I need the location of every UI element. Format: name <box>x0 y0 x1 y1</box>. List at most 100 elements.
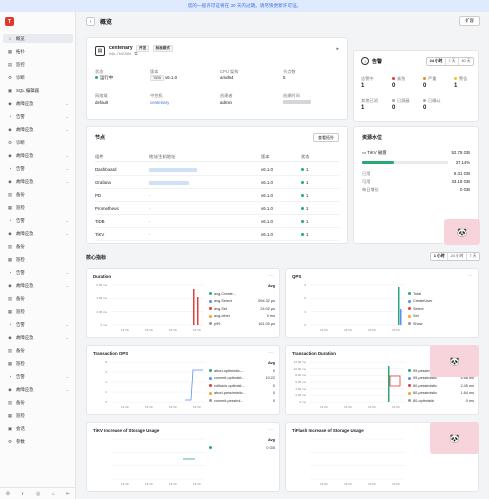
sidebar-item-label: 故障应急 <box>16 230 34 236</box>
range-1h[interactable]: 1 小时 <box>431 253 449 260</box>
legend-item[interactable]: abort-optimistic-... 0 <box>209 367 275 375</box>
range-7d[interactable]: 7 天 <box>469 254 477 258</box>
field-control-machine[interactable]: centenary <box>150 100 170 105</box>
x-tick-label: 16:30 <box>169 405 177 409</box>
legend-swatch <box>408 292 411 296</box>
sidebar-item[interactable]: ▦ 巡检 <box>3 203 73 212</box>
legend-item[interactable]: CreateUser <box>408 298 474 306</box>
copy-icon[interactable]: ⧉ <box>134 52 138 56</box>
sidebar-item[interactable]: ▤ 监控 <box>3 60 73 69</box>
range-24h[interactable]: 24 小时 <box>427 58 446 65</box>
chevron-down-icon: ⌄ <box>65 283 69 288</box>
nav-icon: ▥ <box>7 295 13 301</box>
more-icon[interactable]: ▸ <box>336 46 339 52</box>
more-options-icon[interactable]: ⋯ <box>268 273 273 279</box>
chevron-down-icon: ⌄ <box>65 231 69 236</box>
field-network: default <box>95 100 109 105</box>
sidebar-item[interactable]: ◔ 告警 ⌄ <box>3 112 73 121</box>
panel-title: TiFlash Increase of Storage Usage <box>292 428 364 433</box>
range-7d[interactable]: 7 天 <box>446 58 459 65</box>
sidebar-item[interactable]: ◔ 告警 ⌄ <box>3 164 73 173</box>
sidebar-item[interactable]: ▥ 备份 <box>3 398 73 407</box>
sidebar-item[interactable]: ⌂ 概览 <box>3 34 73 43</box>
sidebar-item[interactable]: ▣ 会话 <box>3 424 73 433</box>
sidebar-item[interactable]: ▣ SQL 编辑器 <box>3 86 73 95</box>
series-marks <box>183 458 195 460</box>
sidebar-item-label: 告警 <box>16 165 25 171</box>
y-tick-label: 3 <box>304 309 306 314</box>
footer-icon[interactable]: ◎ <box>35 490 41 497</box>
sidebar-item[interactable]: ▦ 拓扑 <box>3 47 73 56</box>
legend-item[interactable]: avg-Select 594.32 μs <box>209 298 275 306</box>
footer-icon[interactable]: ⚙ <box>5 490 11 497</box>
chevron-down-icon: ⌄ <box>65 374 69 379</box>
sidebar-item[interactable]: ◔ 告警 ⌄ <box>3 268 73 277</box>
legend-item[interactable]: rollback-optimist... 0 <box>209 382 275 390</box>
sidebar-item[interactable]: ▥ 备份 <box>3 346 73 355</box>
footer-icon[interactable]: ⇤ <box>66 490 71 497</box>
sidebar-item[interactable]: ◆ 故障应急 ⌄ <box>3 125 73 134</box>
legend-item[interactable]: commit-pessimi... 0 <box>209 397 275 405</box>
sidebar-item[interactable]: ▦ 巡检 <box>3 255 73 264</box>
range-30d[interactable]: 30 天 <box>461 59 471 63</box>
alert-stat-value: 1 <box>361 105 365 111</box>
node-version: v6.1.0 <box>261 167 273 172</box>
back-button[interactable]: ‹ <box>86 17 95 26</box>
sidebar-item[interactable]: ◆ 故障应急 ⌄ <box>3 281 73 290</box>
sidebar-item[interactable]: ◔ 告警 ⌄ <box>3 216 73 225</box>
sidebar-item[interactable]: ⚙ 诊断 <box>3 73 73 82</box>
legend-item[interactable]: Select <box>408 305 474 313</box>
sidebar-item[interactable]: ◔ 告警 ⌄ <box>3 320 73 329</box>
view-topology-button[interactable]: 查看拓扑 <box>313 133 339 142</box>
panel-title: Duration <box>93 274 112 279</box>
legend-swatch <box>209 307 212 311</box>
legend-item[interactable]: Show <box>408 320 474 328</box>
sidebar-item[interactable]: ▥ 备份 <box>3 242 73 251</box>
sidebar-item[interactable]: ◆ 故障应急 ⌄ <box>3 385 73 394</box>
series-spike <box>400 309 402 325</box>
more-options-icon[interactable]: ⋯ <box>467 273 472 279</box>
sidebar-item[interactable]: ◆ 故障应急 ⌄ <box>3 151 73 160</box>
expand-button[interactable]: 扩容 <box>459 16 480 26</box>
sidebar-item[interactable]: ▥ 备份 <box>3 190 73 199</box>
legend-item[interactable]: commit-optimisti... 10.22 <box>209 375 275 383</box>
sidebar-item[interactable]: ▦ 巡检 <box>3 307 73 316</box>
sidebar-item[interactable]: ◔ 告警 ⌄ <box>3 372 73 381</box>
column-header: 版本 <box>261 154 270 159</box>
legend-item[interactable]: Total <box>408 290 474 298</box>
legend-item[interactable]: Set <box>408 313 474 321</box>
footer-icon[interactable]: ◐ <box>21 490 25 497</box>
legend-item[interactable]: abort-pessimistic... 0 <box>209 390 275 398</box>
more-options-icon[interactable]: ⋯ <box>268 427 273 433</box>
y-tick-label: 6 <box>304 296 306 301</box>
legend-swatch <box>209 314 212 318</box>
sidebar-item[interactable]: ⚙ 参数 <box>3 437 73 446</box>
legend-item[interactable]: avg-Set 24.02 μs <box>209 305 275 313</box>
sidebar-item[interactable]: ▦ 巡检 <box>3 359 73 368</box>
sidebar-item[interactable]: ◆ 故障应急 ⌄ <box>3 229 73 238</box>
severity-dot <box>423 77 426 81</box>
alert-stat-label: 其他已消 <box>361 98 378 103</box>
series-marks <box>193 289 199 325</box>
sidebar-item[interactable]: ◆ 故障应急 ⌄ <box>3 333 73 342</box>
sidebar-item[interactable]: ◆ 故障应急 ⌄ <box>3 177 73 186</box>
panel-legend: 0 GB <box>209 444 275 452</box>
legend-item[interactable]: avg-other 0 ms <box>209 313 275 321</box>
sidebar-item[interactable]: ▥ 备份 <box>3 294 73 303</box>
sidebar-item[interactable]: ⚙ 诊断 <box>3 138 73 147</box>
sidebar-item[interactable]: ◆ 故障应急 ⌄ <box>3 99 73 108</box>
legend-item[interactable]: p99 161.00 μs <box>209 320 275 328</box>
legend-item[interactable]: 99-pessimistic 4.68 ms <box>408 375 474 383</box>
legend-item[interactable]: 80-pessimistic 2.45 ms <box>408 382 474 390</box>
footer-icon[interactable]: ⌂ <box>51 490 55 497</box>
legend-item[interactable]: 80-pessimistic 1.64 ms <box>408 390 474 398</box>
legend-item[interactable]: avg-Create... <box>209 290 275 298</box>
range-24h[interactable]: 24 小时 <box>448 253 468 260</box>
legend-item[interactable]: 0 GB <box>209 444 275 452</box>
sidebar-item-label: 巡检 <box>16 308 25 314</box>
more-options-icon[interactable]: ⋯ <box>268 350 273 356</box>
legend-item[interactable]: 80-optimistic 0 ms <box>408 397 474 405</box>
field-node-count: 5 <box>283 75 286 80</box>
chevron-down-icon: ⌄ <box>65 101 69 106</box>
sidebar-item[interactable]: ▦ 巡检 <box>3 411 73 420</box>
